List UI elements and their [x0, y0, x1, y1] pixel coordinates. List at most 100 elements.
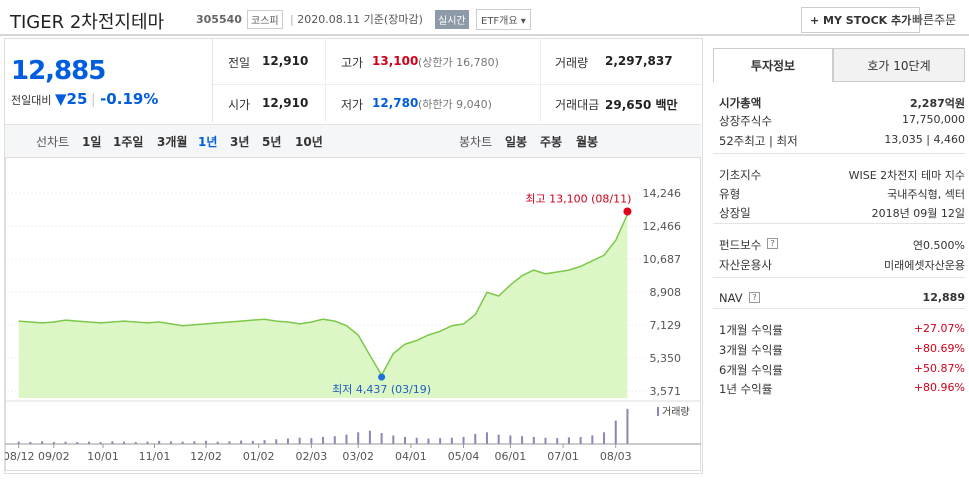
- volume-bar: [450, 437, 453, 444]
- period-tab[interactable]: 1일: [82, 135, 102, 149]
- summary-extra: (상한가 16,780): [418, 56, 499, 69]
- volume-bar: [614, 420, 617, 444]
- x-tick-label: 10/01: [87, 450, 119, 463]
- volume-bar: [111, 441, 114, 444]
- volume-bar: [591, 435, 594, 444]
- volume-bar: [41, 441, 44, 444]
- price-area: [18, 214, 628, 398]
- x-tick-label: 06/01: [495, 450, 527, 463]
- summary-value: 2,297,837: [605, 54, 673, 68]
- side-label: 기초지수: [719, 168, 762, 182]
- x-tick-label: 11/01: [139, 450, 171, 463]
- side-label: 유형: [719, 187, 741, 201]
- candle-tab[interactable]: 주봉: [540, 135, 563, 149]
- y-tick-label: 12,466: [643, 220, 682, 233]
- volume-bar: [52, 442, 55, 444]
- volume-bar: [228, 441, 231, 444]
- volume-bar: [404, 436, 407, 444]
- header-divider: [0, 34, 969, 36]
- volume-bar: [205, 440, 208, 444]
- summary-value: 12,780: [372, 96, 419, 110]
- x-tick-label: 04/01: [395, 450, 427, 463]
- volume-bar: [474, 433, 477, 444]
- stock-name: TIGER 2차전지테마: [10, 12, 165, 33]
- side-divider: [713, 223, 965, 224]
- y-tick-label: 14,246: [643, 187, 682, 200]
- side-panel: 투자정보 호가 10단계 시가총액 2,287억원 상장주식수 17,750,000 52주…: [713, 48, 965, 473]
- side-label: 시가총액: [719, 96, 762, 110]
- mystock-button[interactable]: + MY STOCK 추가: [801, 7, 921, 33]
- volume-bar: [286, 438, 289, 444]
- volume-legend: 거래량: [662, 406, 690, 418]
- help-icon[interactable]: ?: [767, 238, 778, 249]
- summary-label: 고가: [341, 56, 364, 70]
- side-tab[interactable]: 호가 10단계: [833, 48, 965, 82]
- volume-bar: [439, 438, 442, 444]
- summary-value: 12,910: [262, 54, 309, 68]
- price: 12,885: [11, 56, 106, 86]
- candle-chart-label: 봉차트: [459, 135, 493, 149]
- volume-bar: [251, 440, 254, 444]
- summary-divider: [213, 84, 701, 85]
- side-tab[interactable]: 투자정보: [713, 48, 833, 82]
- date-text: 2020.08.11 기준(장마감): [297, 13, 423, 26]
- x-tick-label: 05/04: [448, 450, 480, 463]
- chart: 3,571 5,350 7,129 8,908 10,687 12,466 14,246 08…: [5, 157, 701, 471]
- side-label: NAV: [719, 291, 743, 305]
- period-tab[interactable]: 5년: [262, 135, 282, 149]
- period-tab[interactable]: 3개월: [157, 135, 188, 149]
- y-tick-label: 8,908: [650, 286, 682, 299]
- volume-bar: [99, 442, 102, 444]
- candle-tab[interactable]: 일봉: [505, 135, 528, 149]
- x-tick-label: 08/12: [5, 450, 35, 463]
- volume-bar: [310, 438, 313, 444]
- y-tick-label: 7,129: [650, 319, 682, 332]
- side-value: 미래에셋자산운용: [884, 259, 965, 272]
- side-label: 52주최고 | 최저: [719, 134, 798, 148]
- period-tab[interactable]: 3년: [230, 135, 250, 149]
- change-row: 전일대비 ▼25 | -0.19%: [11, 90, 159, 108]
- etf-button[interactable]: ETF개요 ▾: [476, 9, 531, 30]
- side-label: 1년 수익률: [719, 382, 773, 396]
- line-chart-label: 선차트: [36, 135, 70, 149]
- help-icon[interactable]: ?: [749, 292, 760, 303]
- quote-divider: [212, 38, 213, 122]
- volume-bar: [603, 432, 606, 444]
- volume-bar: [333, 436, 336, 444]
- period-tab[interactable]: 1년: [198, 135, 218, 149]
- volume-bar: [567, 437, 570, 444]
- chart-tabs: [5, 124, 701, 158]
- candle-tab[interactable]: 월봉: [576, 135, 599, 149]
- volume-bar: [64, 441, 67, 444]
- summary-value: 12,910: [262, 96, 309, 110]
- side-value: 2,287억원: [909, 97, 965, 110]
- quick-order[interactable]: 빠른주문: [912, 13, 957, 27]
- x-tick-label: 12/02: [190, 450, 222, 463]
- x-tick-label: 07/01: [547, 450, 579, 463]
- high-label: 최고 13,100 (08/11): [525, 192, 631, 205]
- side-value: 국내주식형, 섹터: [887, 188, 965, 201]
- market-badge: 코스피: [247, 10, 283, 29]
- summary-value: 29,650 백만: [605, 98, 678, 112]
- main-box: [4, 38, 703, 474]
- period-tab[interactable]: 1주일: [113, 135, 144, 149]
- volume-bar: [29, 442, 32, 444]
- price-line: [18, 214, 629, 377]
- side-label: 상장주식수: [719, 114, 772, 128]
- volume-bar: [626, 408, 629, 444]
- side-value: 2018년 09월 12일: [871, 207, 965, 220]
- side-value: WISE 2차전지 테마 지수: [848, 169, 965, 182]
- side-divider: [713, 277, 965, 278]
- volume-bar: [415, 437, 418, 444]
- volume-bar: [485, 432, 488, 444]
- summary-label: 저가: [341, 98, 364, 112]
- low-label: 최저 4,437 (03/19): [332, 383, 431, 396]
- volume-bar: [216, 441, 219, 444]
- side-label: 1개월 수익률: [719, 323, 783, 337]
- x-tick-label: 03/02: [342, 450, 374, 463]
- period-tab[interactable]: 10년: [295, 135, 323, 149]
- low-point: [378, 373, 386, 381]
- x-tick-label: 09/02: [38, 450, 70, 463]
- high-point: [623, 207, 632, 216]
- stock-code: 305540: [196, 13, 242, 26]
